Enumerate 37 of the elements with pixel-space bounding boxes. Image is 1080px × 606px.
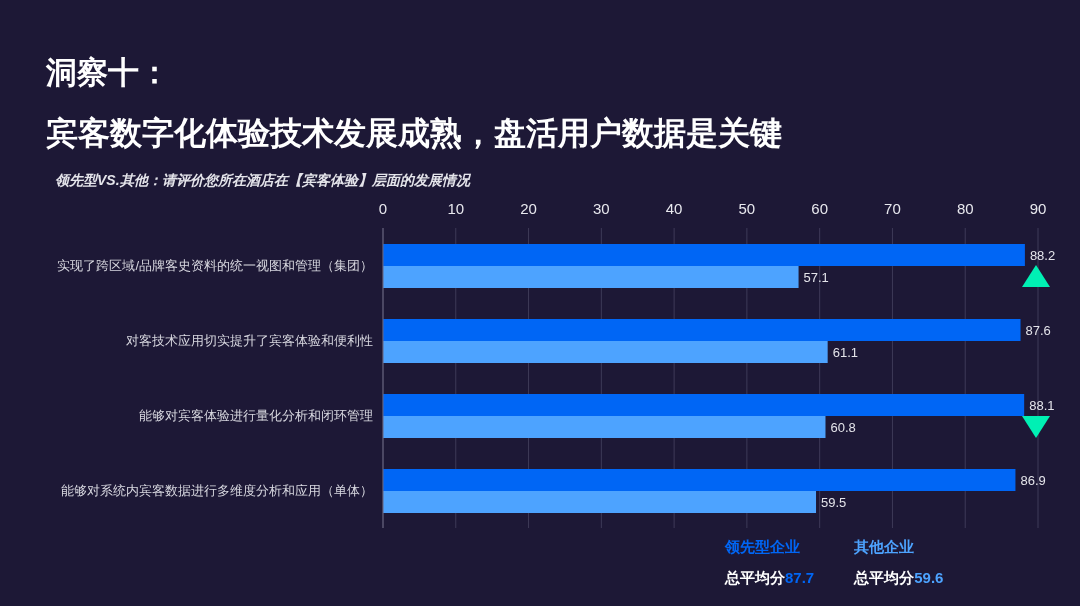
bar (383, 469, 1016, 491)
bar (383, 416, 826, 438)
text: 其他企业 (854, 538, 916, 557)
x-tick-label: 20 (520, 200, 537, 217)
text: 领先型VS.其他：请评价您所在酒店在【宾客体验】层面的发展情况 (55, 172, 470, 190)
text: 领先型企业 (725, 538, 801, 557)
bar (383, 266, 799, 288)
y-tick-label: 能够对系统内宾客数据进行多维度分析和应用（单体） (61, 483, 373, 499)
x-tick-label: 0 (378, 200, 388, 217)
data-label: 87.6 (1025, 322, 1051, 338)
bar (383, 319, 1021, 341)
x-tick-label: 90 (1029, 200, 1047, 217)
bar (383, 341, 828, 363)
data-label: 86.9 (1020, 472, 1046, 488)
y-tick-label: 能够对宾客体验进行量化分析和闭环管理 (139, 408, 373, 424)
x-tick-label: 70 (884, 200, 901, 217)
bar (383, 491, 817, 513)
x-tick-label: 60 (811, 200, 829, 217)
text: 洞察十： (46, 54, 170, 92)
bar (383, 244, 1025, 266)
data-label: 59.5 (821, 494, 847, 510)
x-tick-label: 30 (592, 200, 610, 217)
y-tick-label: 对客技术应用切实提升了宾客体验和便利性 (126, 333, 373, 349)
x-tick-label: 80 (956, 200, 974, 217)
x-tick-label: 40 (665, 200, 683, 217)
y-tick-label: 实现了跨区域/品牌客史资料的统一视图和管理（集团） (57, 258, 373, 274)
data-label: 61.1 (832, 344, 858, 360)
text: 总平均分87.7 (725, 569, 815, 586)
data-label: 57.1 (803, 269, 829, 285)
text: 总平均分59.6 (854, 569, 944, 586)
x-tick-label: 50 (738, 200, 756, 217)
bar (383, 394, 1025, 416)
data-label: 88.2 (1029, 247, 1056, 263)
chart-subtitle: 宾客数字化体验技术发展成熟，盘活用户数据是关键 (46, 114, 782, 153)
x-tick-label: 10 (447, 200, 465, 217)
data-label: 88.1 (1029, 397, 1055, 413)
data-label: 60.8 (830, 419, 856, 435)
